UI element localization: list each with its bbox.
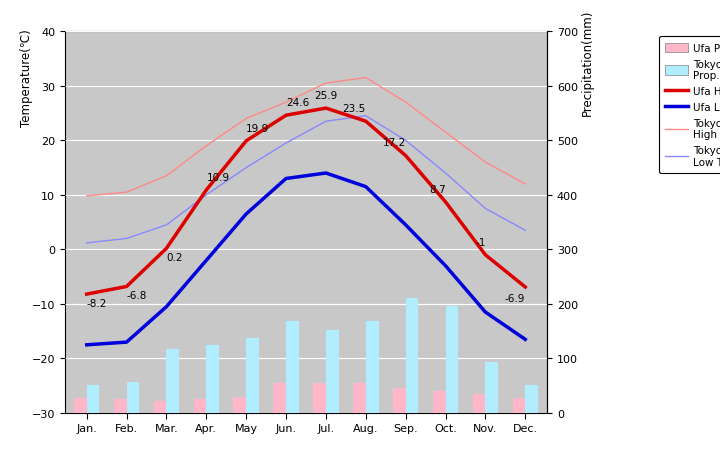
Bar xyxy=(166,349,179,413)
Text: -8.2: -8.2 xyxy=(86,298,107,308)
Bar xyxy=(207,345,219,413)
Text: 10.9: 10.9 xyxy=(207,173,230,182)
Bar xyxy=(86,385,99,413)
Legend: Ufa Prop., Tokyo, Japan
Prop., Ufa High Temp., Ufa Low Temp., Tokyo, Japan
High : Ufa Prop., Tokyo, Japan Prop., Ufa High … xyxy=(659,37,720,174)
Text: 8.7: 8.7 xyxy=(429,185,446,194)
Y-axis label: Temperature(℃): Temperature(℃) xyxy=(20,29,33,127)
Bar xyxy=(485,363,498,413)
Bar xyxy=(246,338,259,413)
Bar xyxy=(286,322,299,413)
Bar xyxy=(446,306,459,413)
Bar xyxy=(313,383,326,413)
Bar xyxy=(194,399,207,413)
Bar xyxy=(393,389,405,413)
Bar xyxy=(326,330,338,413)
Text: -1: -1 xyxy=(475,237,485,247)
Text: 25.9: 25.9 xyxy=(315,91,338,101)
Bar xyxy=(233,397,246,413)
Bar xyxy=(74,398,86,413)
Bar xyxy=(366,322,379,413)
Text: -6.9: -6.9 xyxy=(505,294,526,304)
Bar xyxy=(513,398,526,413)
Bar xyxy=(127,383,140,413)
Bar xyxy=(405,299,418,413)
Bar xyxy=(114,399,127,413)
Text: -6.8: -6.8 xyxy=(127,291,147,301)
Bar xyxy=(526,386,538,413)
Y-axis label: Precipitation(mm): Precipitation(mm) xyxy=(581,10,594,116)
Bar xyxy=(153,401,166,413)
Text: 19.9: 19.9 xyxy=(246,123,269,134)
Text: 23.5: 23.5 xyxy=(343,104,366,114)
Bar xyxy=(472,394,485,413)
Text: 24.6: 24.6 xyxy=(286,98,310,108)
Text: 17.2: 17.2 xyxy=(382,138,405,148)
Text: 0.2: 0.2 xyxy=(166,252,183,263)
Bar xyxy=(274,383,286,413)
Bar xyxy=(353,383,366,413)
Bar xyxy=(433,392,446,413)
